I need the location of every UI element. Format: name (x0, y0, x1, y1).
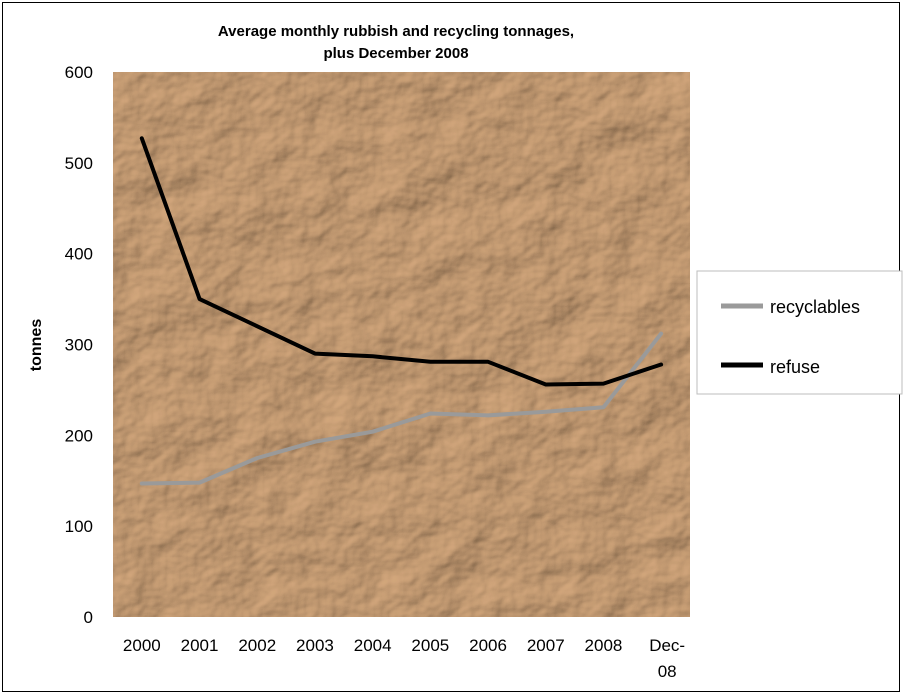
chart-title-line-2: plus December 2008 (323, 45, 468, 62)
chart-title: Average monthly rubbish and recycling to… (218, 23, 574, 62)
x-axis-ticks: 2000 2001 2002 2003 2004 2005 2006 2007 2008 Dec-… (123, 636, 685, 681)
plot-background-texture (113, 72, 690, 617)
x-tick-label: Dec- (649, 636, 685, 655)
y-axis-ticks: 0 100 200 300 400 500 600 (65, 63, 93, 627)
legend-label-recyclables: recyclables (770, 297, 860, 317)
x-tick-label: 2000 (123, 636, 161, 655)
legend-label-refuse: refuse (770, 357, 820, 377)
y-tick-label: 400 (65, 245, 93, 264)
series-line-refuse (139, 136, 664, 387)
y-tick-label: 100 (65, 517, 93, 536)
y-tick-label: 0 (84, 608, 93, 627)
x-tick-label: 2006 (469, 636, 507, 655)
y-tick-label: 600 (65, 63, 93, 82)
y-tick-label: 500 (65, 154, 93, 173)
y-axis-title: tonnes (28, 319, 45, 372)
x-tick-label: 2004 (354, 636, 392, 655)
x-tick-label: 2001 (181, 636, 219, 655)
x-tick-label: 2003 (296, 636, 334, 655)
x-tick-label: 2002 (238, 636, 276, 655)
x-tick-label: 2007 (527, 636, 565, 655)
legend: recyclables refuse (696, 270, 903, 395)
legend-box (696, 270, 903, 395)
series-line-recyclables (139, 331, 664, 486)
x-tick-label: 2008 (585, 636, 623, 655)
y-tick-label: 300 (65, 336, 93, 355)
series-lines (139, 136, 664, 486)
x-tick-label: 08 (658, 662, 677, 681)
x-tick-label: 2005 (411, 636, 449, 655)
chart-title-line-1: Average monthly rubbish and recycling to… (218, 23, 574, 40)
y-tick-label: 200 (65, 426, 93, 445)
